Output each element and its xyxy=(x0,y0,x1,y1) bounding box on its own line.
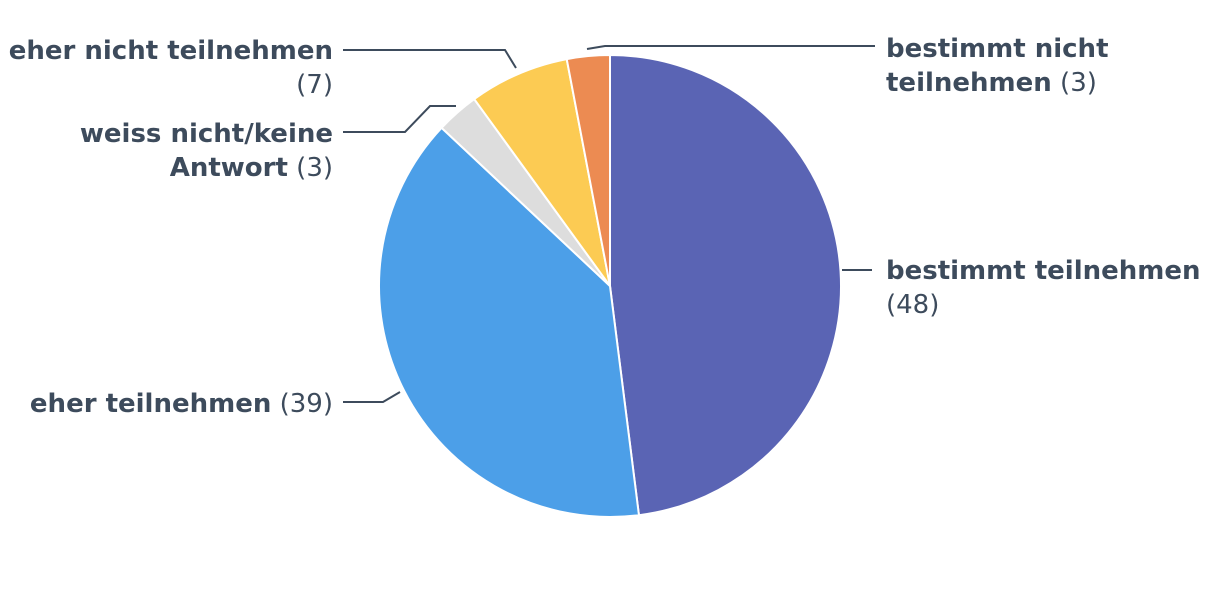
slice-label-name: weiss nicht/keine xyxy=(80,119,333,149)
slice-label-count: (7) xyxy=(296,70,333,100)
pie-slice-4 xyxy=(472,57,611,287)
leader-line-5 xyxy=(586,45,875,50)
slice-label-count: (39) xyxy=(271,389,333,419)
slice-label-name: eher nicht teilnehmen xyxy=(9,36,333,66)
leader-lines xyxy=(343,45,875,403)
pie-slice-5 xyxy=(565,53,611,287)
slice-label-4: eher nicht teilnehmen (7) xyxy=(9,36,333,100)
pie-slices xyxy=(378,53,843,518)
slice-label-name: bestimmt teilnehmen xyxy=(886,256,1201,286)
slice-labels: bestimmt teilnehmen (48) eher teilnehmen (… xyxy=(9,34,1201,419)
slice-label-count: (3) xyxy=(288,153,333,183)
leader-line-3 xyxy=(343,105,456,133)
slice-label-name: eher teilnehmen xyxy=(30,389,271,419)
slice-label-name: bestimmt nicht xyxy=(886,34,1109,64)
slice-label-2: eher teilnehmen (39) xyxy=(30,389,333,419)
pie-slice-2 xyxy=(378,126,641,518)
slice-label-name: Antwort xyxy=(170,153,288,183)
slice-label-count: (48) xyxy=(886,290,939,320)
slice-label-5: bestimmt nicht teilnehmen (3) xyxy=(886,34,1109,98)
pie-slice-1 xyxy=(609,53,843,517)
slice-label-1: bestimmt teilnehmen (48) xyxy=(886,256,1201,320)
slice-label-count: (3) xyxy=(1052,68,1097,98)
leader-line-2 xyxy=(343,391,401,403)
leader-line-4 xyxy=(343,49,517,69)
slice-label-name: teilnehmen xyxy=(886,68,1052,98)
slice-label-3: weiss nicht/keine Antwort (3) xyxy=(80,119,333,183)
